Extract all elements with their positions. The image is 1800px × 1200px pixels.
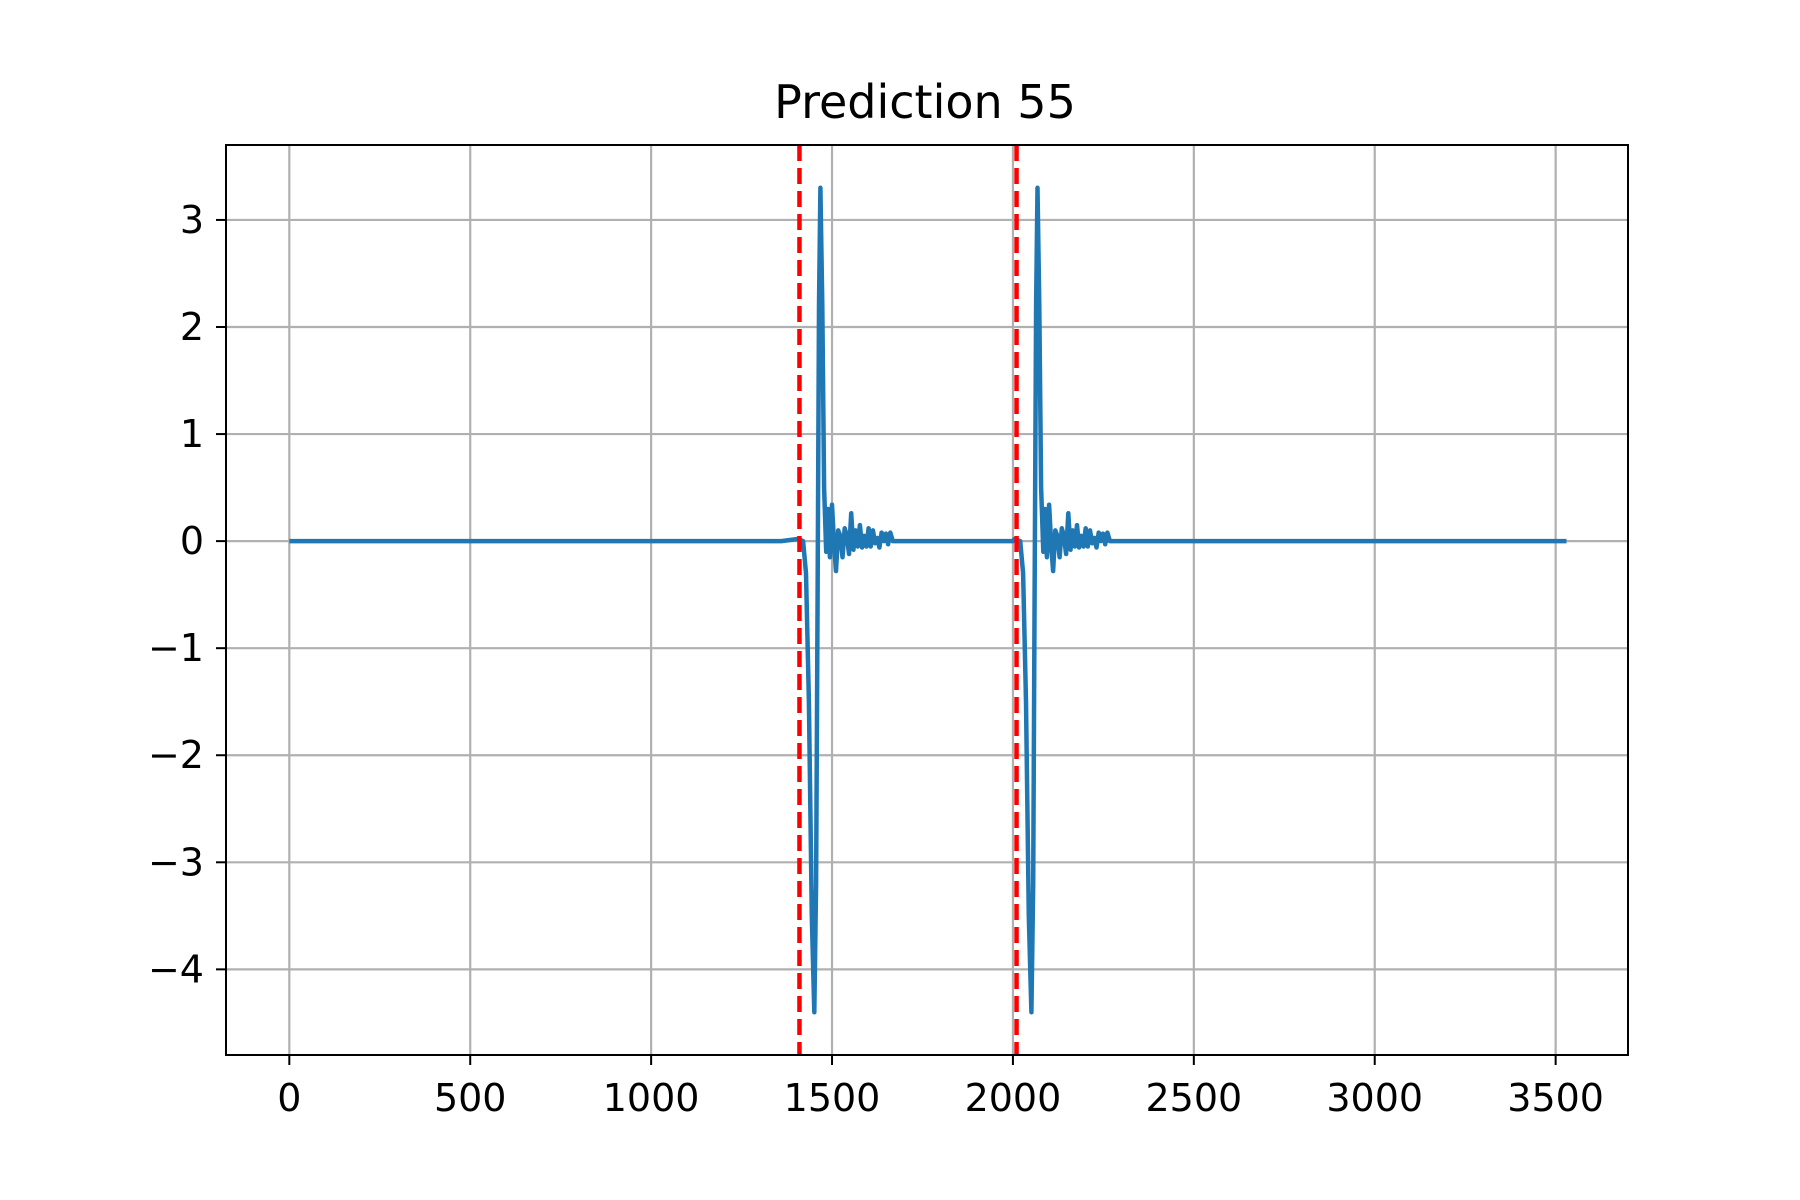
y-tick-label: −2 <box>148 733 204 777</box>
x-tick-label: 3000 <box>1326 1076 1423 1120</box>
y-tick-label: 1 <box>180 412 204 456</box>
chart-title: Prediction 55 <box>774 75 1076 129</box>
x-tick-label: 0 <box>277 1076 301 1120</box>
x-tick-label: 500 <box>434 1076 507 1120</box>
y-tick-label: 0 <box>180 519 204 563</box>
x-tick-label: 2500 <box>1145 1076 1242 1120</box>
y-tick-label: −4 <box>148 947 204 991</box>
y-tick-label: 2 <box>180 305 204 349</box>
x-tick-label: 1000 <box>603 1076 700 1120</box>
x-tick-label: 3500 <box>1507 1076 1604 1120</box>
axis-ticks: 0 500 1000 1500 2000 2500 3000 3500 3 2 1 0 −1 −2 −3 −4 <box>148 198 1604 1120</box>
axes-frame <box>225 144 1629 1056</box>
y-tick-label: −3 <box>148 840 204 884</box>
plot-series-area <box>289 185 1567 1015</box>
series-line <box>289 185 1567 1015</box>
y-tick-label: 3 <box>180 198 204 242</box>
x-tick-label: 2000 <box>965 1076 1062 1120</box>
vertical-markers <box>797 145 1019 1055</box>
x-tick-label: 1500 <box>784 1076 881 1120</box>
y-tick-label: −1 <box>148 626 204 670</box>
